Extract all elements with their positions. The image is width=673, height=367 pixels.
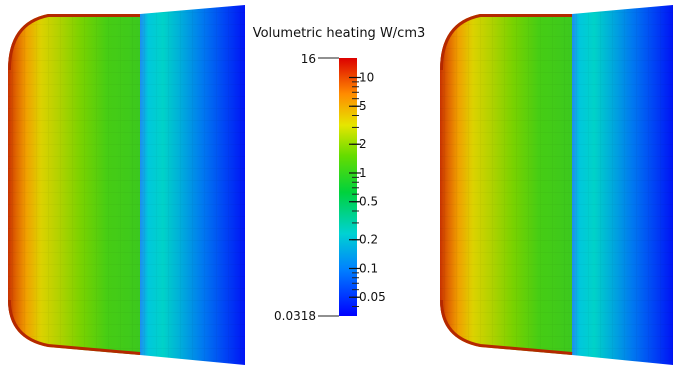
right-simulation-panel (440, 5, 673, 365)
left-simulation-panel (8, 5, 245, 365)
colorbar-min-label: 0.0318 (274, 309, 316, 323)
colorbar-title: Volumetric heating W/cm3 (253, 26, 426, 41)
left-edge-band (8, 11, 141, 358)
colorbar-tick-label: 0.05 (359, 290, 386, 304)
colorbar-tick-label: 5 (359, 99, 367, 113)
colorbar-tick-label: 0.5 (359, 195, 378, 209)
left-mesh-grid (8, 5, 245, 365)
colorbar-ticks: 10 5 2 1 0.5 0.2 0.1 0.05 (349, 70, 386, 307)
colorbar-tick-label: 0.1 (359, 261, 378, 275)
colorbar-tick-label: 10 (359, 70, 374, 84)
right-edge-band (440, 11, 573, 358)
colorbar-legend: Volumetric heating W/cm3 16 0.0318 10521… (253, 26, 426, 323)
colorbar-tick-label: 0.2 (359, 233, 378, 247)
right-mesh-grid (440, 5, 673, 365)
colorbar-tick-label: 2 (359, 137, 367, 151)
colorbar-max-label: 16 (301, 52, 316, 66)
colorbar-gradient (339, 58, 357, 316)
colorbar-tick-label: 1 (359, 166, 367, 180)
